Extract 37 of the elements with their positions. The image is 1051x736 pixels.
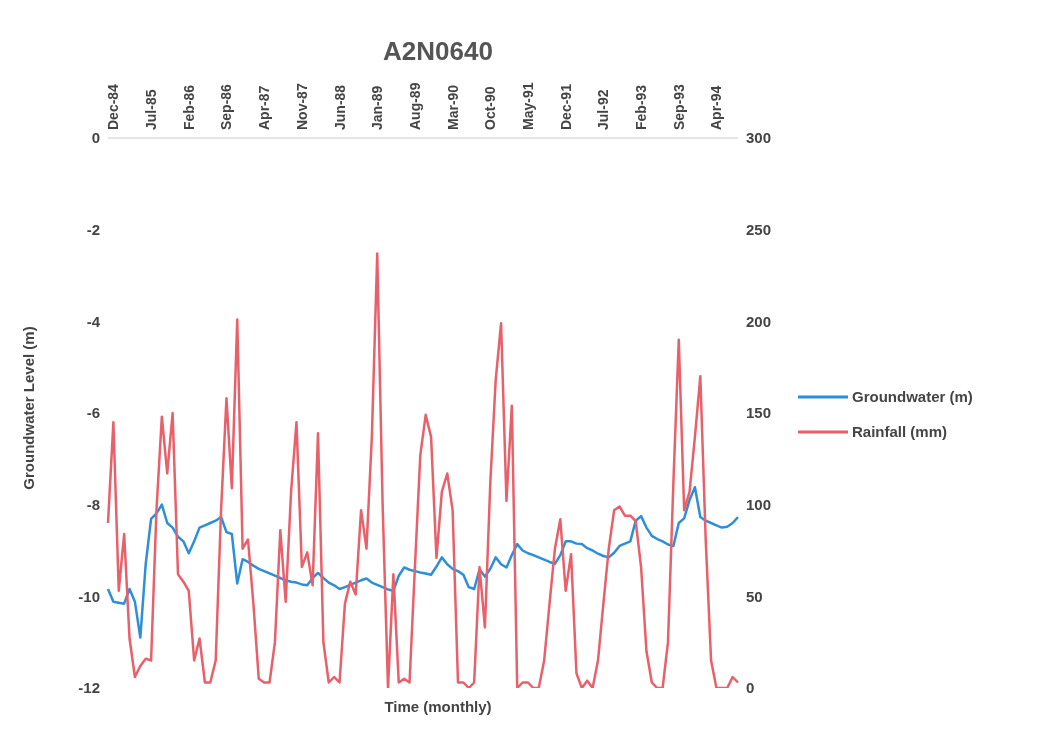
x-axis-title: Time (monthly) (383, 698, 493, 715)
y2-tick-label: 200 (746, 312, 772, 330)
x-tick-label: Jan-89 (369, 85, 386, 130)
y-tick-label: 0 (91, 129, 100, 147)
x-tick-label: Feb-93 (633, 84, 650, 130)
x-tick-label: Jul-92 (595, 89, 612, 130)
y-tick-label: -4 (86, 312, 101, 330)
x-tick-label: Sep-93 (670, 83, 687, 130)
x-tick-label: Feb-86 (180, 84, 197, 130)
y2-tick-label: 250 (746, 220, 772, 238)
y-tick-label: -10 (78, 587, 100, 605)
x-tick-label: Jul-85 (143, 89, 160, 130)
y-tick-label: -12 (78, 679, 100, 697)
x-tick-label: Jun-88 (331, 84, 348, 130)
y2-tick-label: 300 (746, 129, 772, 147)
y2-tick-label: 0 (746, 679, 755, 697)
x-tick-label: Dec-91 (557, 83, 574, 130)
y-tick-label: -2 (86, 220, 100, 238)
x-tick-label: Apr-87 (256, 85, 273, 130)
x-tick-label: Aug-89 (406, 82, 423, 130)
x-tick-label: Sep-86 (218, 83, 235, 130)
x-tick-label: Oct-90 (482, 86, 499, 130)
x-tick-label: Nov-87 (293, 83, 310, 130)
legend-label: Groundwater (m) (852, 388, 973, 405)
y2-tick-label: 100 (746, 495, 772, 513)
y-tick-label: -8 (86, 495, 100, 513)
x-tick-label: May-91 (520, 82, 536, 130)
legend-label: Rainfall (mm) (852, 423, 948, 440)
y2-tick-label: 50 (746, 587, 763, 605)
y-tick-label: -6 (86, 404, 100, 422)
x-tick-label: Dec-84 (105, 83, 122, 130)
x-tick-label: Apr-94 (708, 85, 725, 130)
y-axis-title: Groundwater Level (m) (19, 326, 37, 490)
y2-tick-label: 150 (746, 404, 772, 422)
line-series (106, 252, 740, 688)
x-tick-label: Mar-90 (444, 84, 461, 130)
chart-title: A2N0640 (382, 36, 494, 67)
